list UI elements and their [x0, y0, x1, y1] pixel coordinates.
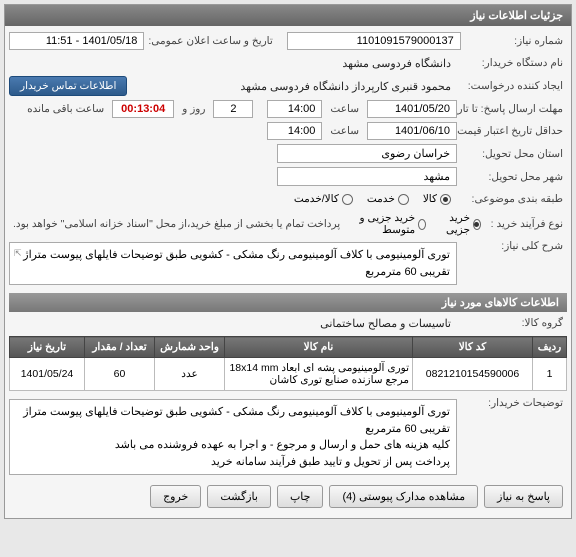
- remain-label: ساعت باقی مانده: [23, 103, 108, 115]
- back-button[interactable]: بازگشت: [207, 485, 271, 508]
- hour-label-1: ساعت: [326, 103, 363, 115]
- city-value: مشهد: [277, 167, 457, 186]
- days-remaining: 2: [213, 100, 253, 118]
- buyer-notes: توری آلومینیومی با کلاف آلومینیومی رنگ م…: [9, 399, 457, 475]
- cell-name: توری آلومینیومی پشه ای ابعاد 18x14 mm مر…: [225, 358, 413, 391]
- attachments-button[interactable]: مشاهده مدارک پیوستی (4): [329, 485, 478, 508]
- cell-date: 1401/05/24: [10, 358, 85, 391]
- cell-unit: عدد: [155, 358, 225, 391]
- footer-buttons: پاسخ به نیاز مشاهده مدارک پیوستی (4) چاپ…: [9, 479, 567, 514]
- deadline-date: 1401/05/20: [367, 100, 457, 118]
- deadline-label: مهلت ارسال پاسخ: تا تاریخ:: [457, 103, 567, 115]
- col-qty: تعداد / مقدار: [85, 337, 155, 358]
- category-label: طبقه بندی موضوعی:: [457, 193, 567, 205]
- items-header: اطلاعات کالاهای مورد نیاز: [9, 293, 567, 312]
- category-option-1[interactable]: خدمت: [367, 193, 409, 205]
- process-label: نوع فرآیند خرید :: [487, 218, 567, 230]
- need-description: ⇱ توری آلومینیومی با کلاف آلومینیومی رنگ…: [9, 242, 457, 285]
- resize-icon: ⇱: [14, 247, 22, 261]
- announce-value: 1401/05/18 - 11:51: [9, 32, 144, 50]
- items-table: ردیف کد کالا نام کالا واحد شمارش تعداد /…: [9, 336, 567, 391]
- print-button[interactable]: چاپ: [277, 485, 324, 508]
- radio-icon: [440, 194, 451, 205]
- province-label: استان محل تحویل:: [457, 148, 567, 160]
- deadline-time: 14:00: [267, 100, 322, 118]
- buyer-notes-label: توضیحات خریدار:: [457, 397, 567, 409]
- days-label: روز و: [178, 103, 209, 115]
- radio-icon: [398, 194, 409, 205]
- form-body: شماره نیاز: 1101091579000137 تاریخ و ساع…: [5, 26, 571, 518]
- group-value: تاسیسات و مصالح ساختمانی: [314, 315, 457, 332]
- reply-button[interactable]: پاسخ به نیاز: [484, 485, 563, 508]
- requester-label: ایجاد کننده درخواست:: [457, 80, 567, 92]
- contact-buyer-button[interactable]: اطلاعات تماس خریدار: [9, 76, 127, 96]
- hour-label-2: ساعت: [326, 125, 363, 137]
- validity-label: حداقل تاریخ اعتبار قیمت: تا تاریخ:: [457, 125, 567, 137]
- need-details-panel: جزئیات اطلاعات نیاز شماره نیاز: 11010915…: [4, 4, 572, 519]
- city-label: شهر محل تحویل:: [457, 171, 567, 183]
- requester-value: محمود قنبری کارپرداز دانشگاه فردوسی مشهد: [234, 78, 457, 95]
- need-no-value: 1101091579000137: [287, 32, 461, 50]
- radio-icon: [418, 219, 426, 230]
- announce-label: تاریخ و ساعت اعلان عمومی:: [144, 35, 276, 47]
- process-note: پرداخت تمام یا بخشی از مبلغ خرید،از محل …: [9, 218, 344, 230]
- radio-icon: [473, 219, 481, 230]
- col-date: تاریخ نیاز: [10, 337, 85, 358]
- radio-icon: [342, 194, 353, 205]
- col-code: کد کالا: [413, 337, 533, 358]
- table-row[interactable]: 1 0821210154590006 توری آلومینیومی پشه ا…: [10, 358, 567, 391]
- group-label: گروه کالا:: [457, 317, 567, 329]
- countdown-timer: 00:13:04: [112, 100, 174, 118]
- buyer-value: دانشگاه فردوسی مشهد: [336, 55, 457, 72]
- category-radio-group: کالا خدمت کالا/خدمت: [294, 193, 457, 205]
- category-option-2[interactable]: کالا/خدمت: [294, 193, 353, 205]
- col-name: نام کالا: [225, 337, 413, 358]
- cell-idx: 1: [533, 358, 567, 391]
- exit-button[interactable]: خروج: [150, 485, 201, 508]
- need-no-label: شماره نیاز:: [461, 35, 567, 47]
- validity-time: 14:00: [267, 122, 322, 140]
- process-option-0[interactable]: خرید جزیی: [440, 212, 481, 236]
- process-option-1[interactable]: خرید جزیی و متوسط: [356, 212, 426, 236]
- category-option-0[interactable]: کالا: [423, 193, 451, 205]
- col-unit: واحد شمارش: [155, 337, 225, 358]
- buyer-label: نام دستگاه خریدار:: [457, 57, 567, 69]
- process-radio-group: خرید جزیی خرید جزیی و متوسط: [356, 212, 486, 236]
- province-value: خراسان رضوی: [277, 144, 457, 163]
- validity-date: 1401/06/10: [367, 122, 457, 140]
- cell-qty: 60: [85, 358, 155, 391]
- cell-code: 0821210154590006: [413, 358, 533, 391]
- panel-title: جزئیات اطلاعات نیاز: [5, 5, 571, 26]
- col-idx: ردیف: [533, 337, 567, 358]
- desc-label: شرح کلی نیاز:: [457, 240, 567, 252]
